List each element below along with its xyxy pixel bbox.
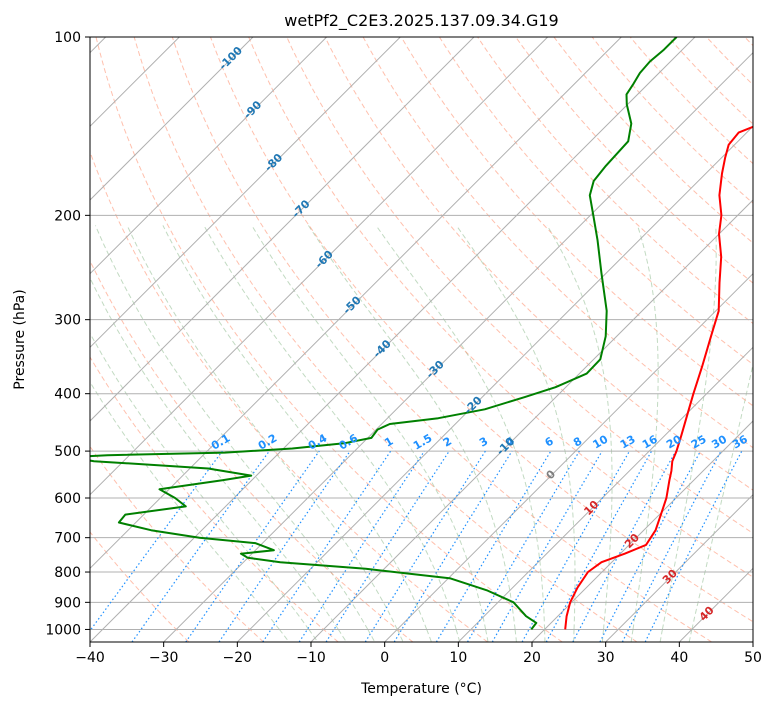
isotherm-line (90, 37, 254, 201)
dewpoint-profile-line (90, 37, 678, 631)
dry-adiabat (90, 150, 488, 642)
isotherm-line (90, 37, 401, 349)
y-tick-label: 400 (54, 387, 81, 403)
x-tick-label: 0 (380, 650, 389, 666)
moist-adiabat (251, 225, 489, 642)
isotherm-line (90, 37, 622, 570)
moist-adiabat (203, 225, 461, 642)
isotherm-line (163, 51, 753, 642)
mixing-ratio-line (521, 450, 631, 642)
dry-adiabat (286, 37, 753, 534)
moist-adiabat (162, 225, 432, 642)
dry-adiabat (95, 37, 563, 642)
dry-adiabat (438, 37, 753, 365)
y-tick-label: 800 (54, 565, 81, 581)
plot-frame (89, 36, 754, 643)
mixing-ratio-line (393, 450, 513, 642)
moist-adiabat (90, 332, 319, 642)
mixing-ratio-line (131, 450, 270, 642)
moist-adiabat (90, 381, 290, 642)
isotherm-line (310, 199, 753, 642)
y-tick-label: 200 (54, 208, 81, 224)
dry-adiabat (90, 259, 414, 642)
moist-adiabat (90, 276, 347, 642)
isotherm-gridlines (90, 37, 753, 642)
isotherm-line (605, 493, 753, 642)
mixing-ratio-line (466, 450, 580, 642)
moist-adiabat (94, 225, 376, 642)
x-axis-ticks: −40 −30 −20 −10 0 10 20 30 40 50 (75, 642, 762, 666)
dry-adiabat (171, 37, 712, 642)
moist-adiabat (659, 225, 717, 642)
moist-adiabat (126, 225, 404, 642)
mixing-ratio-line (325, 450, 450, 642)
x-tick-label: 40 (670, 650, 688, 666)
mixing-ratio-line (491, 450, 603, 642)
sounding-profiles (90, 37, 753, 631)
y-tick-label: 700 (54, 531, 81, 547)
mixing-ratio-line (218, 450, 351, 642)
dry-adiabat (477, 37, 753, 325)
x-tick-label: −10 (296, 650, 326, 666)
moist-adiabat (688, 362, 753, 642)
moist-adiabat (546, 225, 613, 642)
moist-adiabat (630, 225, 659, 642)
dry-adiabat (248, 37, 753, 578)
y-tick-label: 600 (54, 491, 81, 507)
y-tick-label: 100 (54, 30, 81, 46)
isotherm-line (384, 272, 753, 642)
isotherm-line (457, 346, 753, 642)
dry-adiabat (400, 37, 753, 407)
mixing-ratio-line (572, 450, 677, 642)
moist-adiabats (90, 225, 753, 642)
isotherm-line (90, 37, 549, 496)
x-tick-label: −40 (75, 650, 105, 666)
y-axis-ticks: 100 200 300 400 500 600 700 800 900 1000 (45, 30, 90, 638)
x-tick-label: −20 (223, 650, 253, 666)
x-tick-label: 50 (744, 650, 762, 666)
dry-adiabat (133, 37, 638, 642)
plot-area: 0.1 0.2 0.4 0.6 1 1.5 2 3 4 6 8 10 13 16 20 25 30 36-100-… (90, 37, 753, 642)
y-tick-label: 300 (54, 313, 81, 329)
dry-adiabat (324, 37, 753, 491)
dry-adiabat (591, 37, 753, 204)
mixing-ratio-line (435, 450, 552, 642)
y-tick-label: 1000 (45, 622, 81, 638)
dry-adiabat (553, 37, 753, 244)
x-tick-label: 30 (597, 650, 615, 666)
isotherm-line (236, 125, 753, 642)
mixing-ratio-line (545, 450, 653, 642)
x-axis-label: Temperature (°C) (360, 681, 482, 697)
dry-adiabat (90, 531, 190, 642)
isotherm-line (531, 420, 753, 642)
isotherm-line (90, 37, 696, 642)
mixing-ratio-line (364, 450, 486, 642)
y-tick-label: 900 (54, 595, 81, 611)
isotherm-line (90, 37, 475, 422)
x-tick-label: 10 (449, 650, 467, 666)
x-tick-label: 20 (523, 650, 541, 666)
y-axis-label: Pressure (hPa) (12, 289, 28, 389)
chart-title: wetPf2_C2E3.2025.137.09.34.G19 (284, 11, 558, 31)
moist-adiabat (307, 225, 517, 642)
mixing-ratio-line (185, 450, 320, 642)
isotherm-line (90, 37, 328, 275)
x-tick-label: −30 (149, 650, 179, 666)
dry-adiabat (210, 37, 753, 623)
temperature-profile-line (564, 125, 753, 630)
y-tick-label: 500 (54, 444, 81, 460)
